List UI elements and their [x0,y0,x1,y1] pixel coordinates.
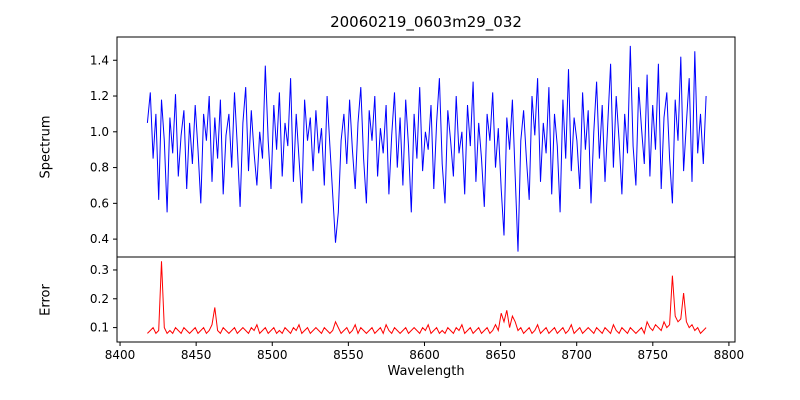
chart-title: 20060219_0603m29_032 [330,13,522,31]
y-tick-label: 0.8 [90,161,109,175]
y-tick-label: 1.2 [90,89,109,103]
y-tick-label: 0.4 [90,232,109,246]
y-tick-label: 0.6 [90,196,109,210]
y-tick-label: 0.2 [90,292,109,306]
x-axis-label: Wavelength [387,364,465,379]
x-tick-label: 8600 [409,348,440,362]
axes-box-error [116,256,736,343]
error-line [147,261,707,335]
spectrum-line [146,45,707,252]
x-tick-label: 8500 [257,348,288,362]
y-tick-label: 0.3 [90,263,109,277]
y-tick-label: 1.4 [90,53,109,67]
x-tick-label: 8650 [485,348,516,362]
x-tick-label: 8450 [181,348,212,362]
axes-box-spectrum [116,36,736,258]
x-tick-label: 8800 [714,348,745,362]
x-tick-label: 8550 [333,348,364,362]
x-tick-label: 8700 [561,348,592,362]
x-tick-label: 8750 [638,348,669,362]
y-tick-label: 1.0 [90,125,109,139]
x-tick-label: 8400 [105,348,136,362]
y-tick-label: 0.1 [90,321,109,335]
